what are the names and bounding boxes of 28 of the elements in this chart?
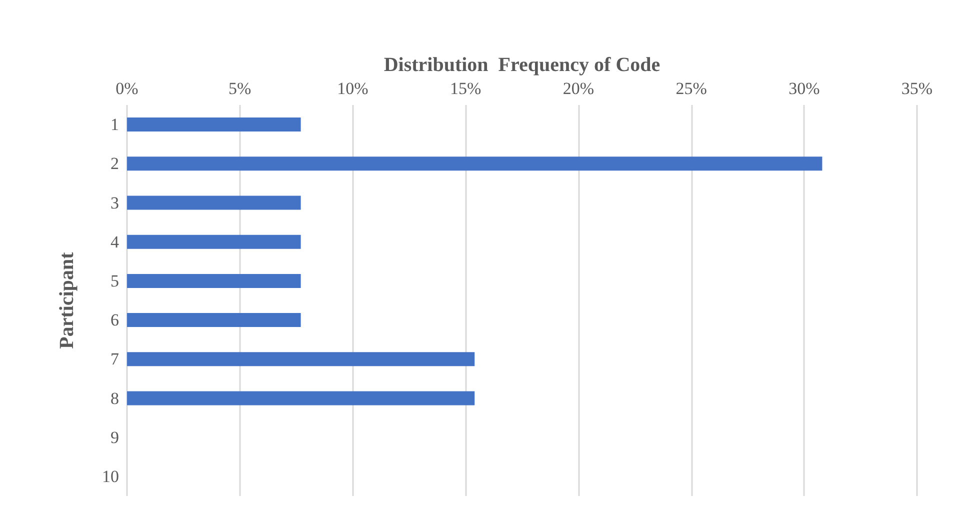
y-tick-label: 10	[102, 466, 119, 486]
x-tick-label: 5%	[228, 79, 252, 98]
bar	[127, 196, 301, 210]
x-tick-label: 0%	[116, 79, 138, 98]
bar	[127, 313, 301, 328]
y-tick-label: 4	[110, 232, 120, 252]
bar	[127, 118, 301, 132]
y-tick-label: 6	[110, 310, 119, 330]
y-axis-title: Participant	[56, 252, 78, 349]
x-tick-label: 20%	[562, 79, 594, 98]
y-tick-label: 2	[110, 154, 119, 174]
bar	[127, 352, 475, 366]
y-tick-label: 1	[110, 115, 119, 134]
bar	[127, 156, 822, 171]
x-tick-label: 10%	[337, 79, 368, 98]
y-tick-label: 5	[110, 271, 119, 290]
x-tick-label: 25%	[676, 79, 707, 98]
y-tick-label: 8	[110, 388, 119, 408]
y-tick-label: 7	[110, 350, 120, 369]
x-tick-label: 30%	[788, 79, 820, 98]
bar	[127, 234, 301, 249]
y-tick-label: 3	[110, 193, 119, 212]
bar	[127, 274, 301, 288]
x-axis-title: Distribution Frequency of Code	[384, 54, 660, 76]
y-tick-label: 9	[110, 428, 119, 447]
x-tick-label: 35%	[901, 79, 933, 98]
x-tick-label: 15%	[450, 79, 482, 98]
bar	[127, 391, 475, 406]
